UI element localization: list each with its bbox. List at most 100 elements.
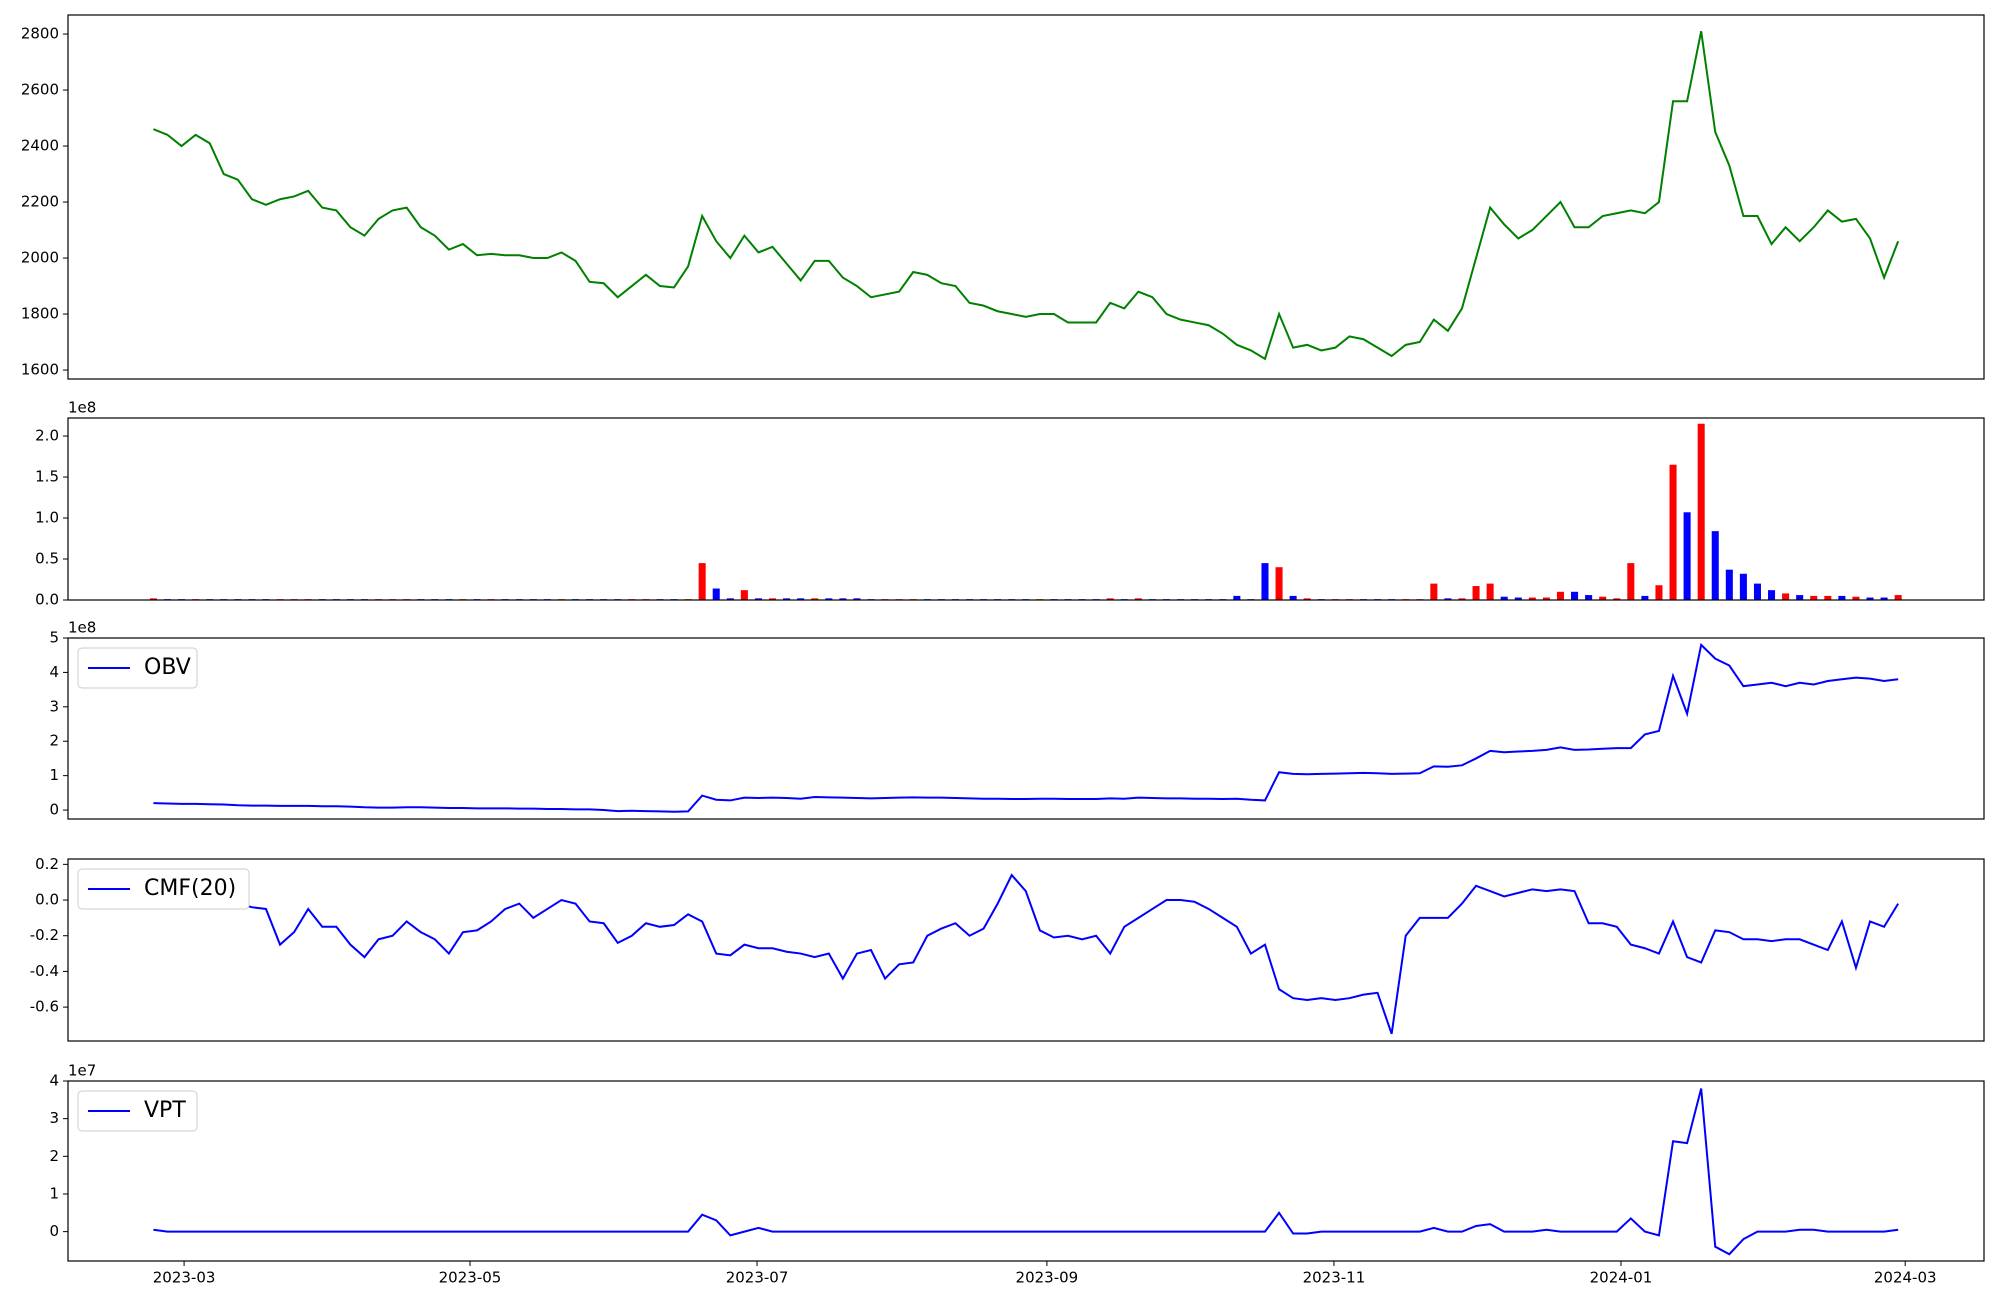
y-tick-label: 1 bbox=[49, 1184, 59, 1202]
bar bbox=[1542, 597, 1550, 600]
bar bbox=[754, 598, 762, 600]
bar bbox=[698, 563, 706, 600]
axes-frame bbox=[67, 1080, 1985, 1262]
y-tick-label: -0.4 bbox=[30, 962, 59, 980]
bar bbox=[1430, 583, 1438, 600]
y-tick-label: 4 bbox=[49, 1072, 59, 1090]
axes-frame bbox=[67, 417, 1985, 601]
bar bbox=[1556, 591, 1564, 600]
x-tick-label: 2023-03 bbox=[153, 1269, 216, 1287]
x-tick-label: 2024-01 bbox=[1590, 1269, 1653, 1287]
bar bbox=[1697, 423, 1705, 600]
offset-label: 1e8 bbox=[68, 619, 96, 637]
bar bbox=[1641, 595, 1649, 600]
data-line bbox=[153, 31, 1900, 361]
bar bbox=[1571, 591, 1579, 600]
bar bbox=[1838, 595, 1846, 600]
data-line bbox=[153, 868, 1900, 1035]
bar bbox=[1275, 567, 1283, 600]
x-tick-label: 2023-07 bbox=[726, 1269, 789, 1287]
bar bbox=[1514, 597, 1522, 600]
bar bbox=[1796, 595, 1804, 600]
y-tick-label: 2200 bbox=[21, 193, 59, 211]
y-tick-label: 2000 bbox=[21, 249, 59, 267]
bar bbox=[768, 598, 777, 600]
y-tick-label: 1600 bbox=[21, 361, 59, 379]
axes-frame bbox=[67, 858, 1985, 1042]
bar bbox=[712, 588, 720, 600]
bar bbox=[1866, 597, 1874, 600]
axes-frame bbox=[67, 637, 1985, 820]
bar bbox=[1739, 573, 1747, 600]
bar bbox=[1444, 598, 1452, 600]
bar bbox=[1669, 464, 1677, 600]
legend-box bbox=[77, 1090, 198, 1132]
bar bbox=[1810, 595, 1818, 600]
y-tick-label: 3 bbox=[49, 1109, 59, 1127]
bar bbox=[825, 598, 833, 600]
bar bbox=[1303, 598, 1311, 600]
bar bbox=[1134, 598, 1142, 600]
y-tick-label: 2600 bbox=[21, 81, 59, 99]
y-tick-label: 1 bbox=[49, 766, 59, 784]
y-tick-label: 2400 bbox=[21, 137, 59, 155]
bar bbox=[1599, 596, 1607, 600]
bar bbox=[797, 598, 805, 600]
data-line bbox=[153, 642, 1899, 813]
bar bbox=[1894, 595, 1902, 600]
bar bbox=[1528, 597, 1536, 600]
bar bbox=[1753, 583, 1761, 600]
y-tick-label: 0.0 bbox=[35, 591, 59, 609]
bar bbox=[1627, 563, 1635, 600]
bar bbox=[839, 598, 847, 600]
offset-label: 1e7 bbox=[68, 1062, 96, 1080]
bar bbox=[1725, 569, 1733, 600]
axes-frame bbox=[67, 14, 1985, 380]
bar bbox=[1655, 585, 1663, 600]
y-tick-label: 1.0 bbox=[35, 509, 59, 527]
bar bbox=[1472, 586, 1480, 600]
legend-label: CMF(20) bbox=[144, 876, 236, 901]
bar bbox=[1711, 531, 1719, 600]
bar bbox=[1500, 596, 1508, 600]
legend-label: OBV bbox=[144, 655, 191, 680]
bar bbox=[1782, 593, 1790, 600]
bar bbox=[1261, 563, 1269, 600]
y-tick-label: 0.5 bbox=[35, 550, 59, 568]
bar bbox=[1852, 596, 1860, 600]
data-line bbox=[153, 1088, 1899, 1256]
legend-label: VPT bbox=[144, 1098, 186, 1123]
bar bbox=[1289, 595, 1297, 600]
y-tick-label: 1800 bbox=[21, 305, 59, 323]
offset-label: 1e8 bbox=[68, 399, 96, 417]
legend-box bbox=[77, 868, 250, 910]
bar bbox=[1880, 597, 1888, 600]
y-tick-label: 2 bbox=[49, 732, 59, 750]
bar bbox=[783, 598, 791, 600]
bar bbox=[1486, 583, 1494, 600]
y-tick-label: 1.5 bbox=[35, 468, 59, 486]
y-tick-label: 5 bbox=[49, 629, 59, 647]
y-tick-label: 0.2 bbox=[35, 855, 59, 873]
bar bbox=[1458, 598, 1466, 600]
y-tick-label: -0.2 bbox=[30, 926, 59, 944]
y-tick-label: 2 bbox=[49, 1147, 59, 1165]
bar bbox=[1824, 595, 1832, 600]
x-tick-label: 2023-05 bbox=[439, 1269, 502, 1287]
y-tick-label: 0 bbox=[49, 1222, 59, 1240]
bar bbox=[1768, 590, 1776, 600]
y-tick-label: 0 bbox=[49, 801, 59, 819]
y-tick-label: 0.0 bbox=[35, 891, 59, 909]
bar bbox=[1106, 598, 1114, 600]
y-tick-label: -0.6 bbox=[30, 998, 59, 1016]
y-tick-label: 3 bbox=[49, 697, 59, 715]
legend-box bbox=[77, 647, 198, 689]
x-tick-label: 2023-11 bbox=[1303, 1269, 1366, 1287]
bar bbox=[1683, 512, 1691, 600]
bar bbox=[811, 598, 819, 600]
y-tick-label: 2800 bbox=[21, 25, 59, 43]
bar bbox=[1613, 598, 1621, 600]
x-tick-label: 2023-09 bbox=[1016, 1269, 1079, 1287]
